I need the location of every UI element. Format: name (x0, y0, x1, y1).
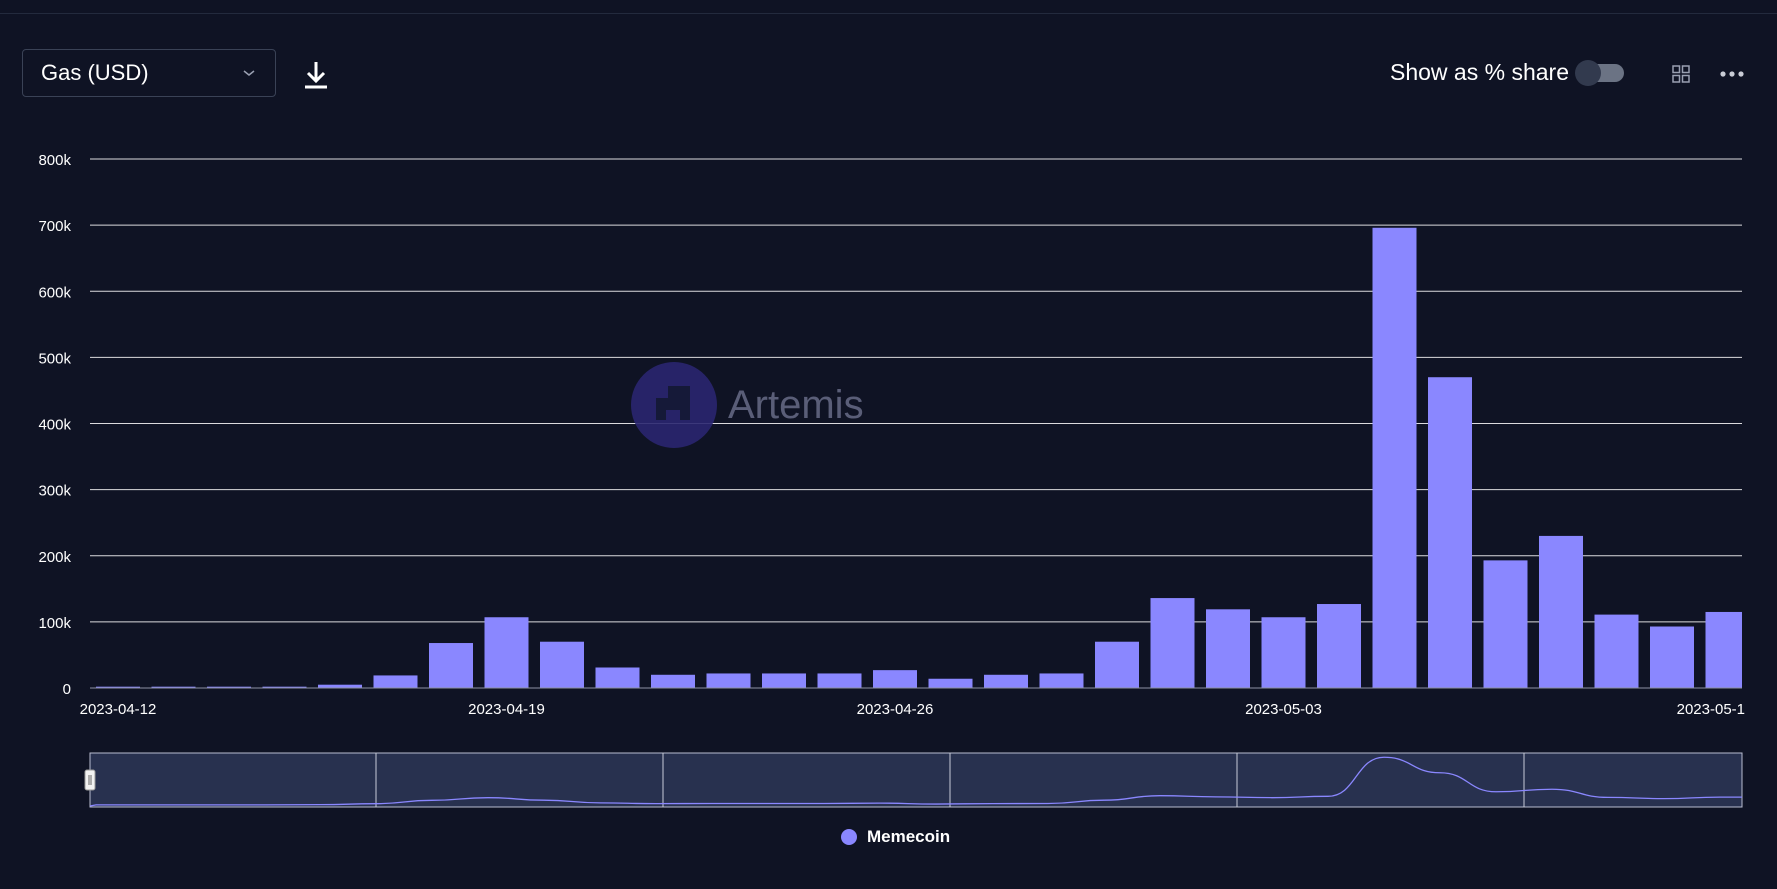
bar[interactable] (873, 670, 917, 688)
axis-layer: 0 100k 200k 300k 400k 500k 600k 700k 800k 2023-04… (38, 152, 1745, 718)
more-options-icon[interactable] (1720, 64, 1744, 84)
bar[interactable] (1372, 227, 1417, 688)
watermark-text: Artemis (728, 383, 864, 427)
download-icon[interactable] (300, 58, 332, 92)
bar[interactable] (1594, 614, 1639, 688)
bar[interactable] (262, 686, 307, 688)
chevron-down-icon (243, 70, 255, 76)
bar[interactable] (318, 684, 362, 688)
bar[interactable] (1539, 535, 1583, 688)
bar[interactable] (1039, 673, 1084, 688)
legend-label: Memecoin (867, 827, 951, 846)
x-tick-label: 2023-04-12 (80, 701, 157, 718)
y-tick-label: 700k (38, 218, 71, 235)
bar[interactable] (651, 674, 695, 688)
y-tick-label: 100k (38, 615, 71, 632)
y-tick-label: 500k (38, 350, 71, 367)
show-share-toggle[interactable] (1575, 60, 1624, 86)
grid-icon[interactable] (1672, 65, 1690, 83)
y-tick-label: 800k (38, 152, 71, 169)
navigator-series-line (89, 756, 1742, 807)
bar[interactable] (595, 667, 640, 688)
top-divider (0, 13, 1777, 14)
x-tick-label: 2023-04-26 (857, 701, 934, 718)
bar[interactable] (928, 678, 973, 688)
x-tick-label: 2023-05-03 (1245, 701, 1322, 718)
bar[interactable] (373, 675, 418, 688)
bar[interactable] (207, 686, 251, 688)
y-tick-label: 400k (38, 417, 71, 434)
bar[interactable] (1705, 611, 1743, 688)
y-tick-label: 300k (38, 483, 71, 500)
navigator-window[interactable] (89, 752, 1743, 808)
grid-layer (90, 158, 1742, 623)
show-share-label: Show as % share (1390, 59, 1569, 85)
range-navigator[interactable] (84, 752, 1743, 808)
bar[interactable] (96, 686, 140, 688)
bars-layer (96, 227, 1743, 688)
bar[interactable] (540, 641, 584, 688)
bar[interactable] (1261, 617, 1306, 688)
artemis-watermark: Artemis (631, 362, 864, 448)
bar[interactable] (484, 617, 529, 688)
bar[interactable] (1428, 377, 1472, 688)
bar[interactable] (1650, 626, 1694, 688)
bar[interactable] (1095, 641, 1139, 688)
bar[interactable] (706, 673, 751, 688)
bar[interactable] (429, 643, 473, 688)
bar[interactable] (762, 673, 806, 688)
legend-dot (841, 829, 857, 845)
x-tick-label: 2023-04-19 (468, 701, 545, 718)
bar[interactable] (1483, 560, 1528, 688)
bar[interactable] (1206, 609, 1250, 688)
bar[interactable] (984, 674, 1028, 688)
metric-select-label: Gas (USD) (41, 60, 149, 85)
bar[interactable] (151, 686, 196, 688)
toggle-knob (1575, 60, 1601, 86)
metric-select[interactable]: Gas (USD) (22, 49, 276, 97)
y-tick-label: 0 (63, 681, 71, 698)
navigator-handle-left[interactable] (84, 769, 96, 791)
x-tick-label: 2023-05-1 (1677, 701, 1745, 718)
legend-item-memecoin[interactable]: Memecoin (841, 827, 950, 847)
y-tick-label: 600k (38, 284, 71, 301)
y-tick-label: 200k (38, 549, 71, 566)
bar[interactable] (1150, 598, 1195, 688)
bar[interactable] (1317, 604, 1361, 688)
watermark-logo-mark (656, 386, 690, 420)
bar[interactable] (817, 673, 862, 688)
